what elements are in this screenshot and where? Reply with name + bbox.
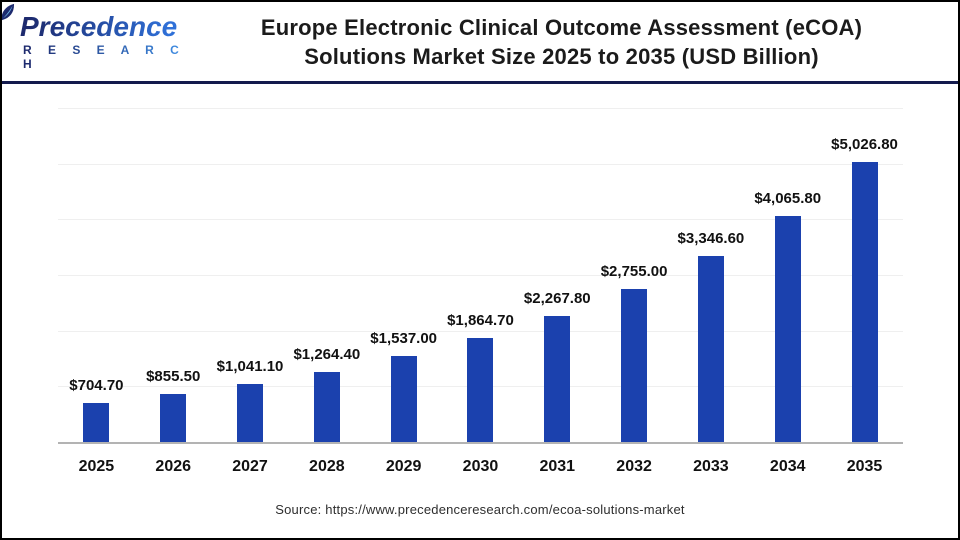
x-axis-label-2034: 2034 [769, 458, 806, 475]
bar-2026 [160, 394, 187, 442]
chart-title-line2: Solutions Market Size 2025 to 2035 (USD … [304, 43, 819, 69]
chart-title: Europe Electronic Clinical Outcome Asses… [187, 13, 958, 71]
bar-value-label: $855.50 [146, 368, 201, 386]
bar-2031 [544, 315, 571, 442]
gridline [58, 275, 903, 276]
bar-group-2033: $3,346.60 [673, 108, 750, 442]
bar-group-2025: $704.70 [58, 108, 135, 442]
bar-2035 [851, 162, 878, 442]
bar-2030 [467, 338, 494, 442]
logo-sub-text: R E S E A R C H [20, 43, 187, 71]
x-axis-label-2025: 2025 [78, 458, 115, 475]
x-axis-label-2030: 2030 [462, 458, 499, 475]
bar-group-2035: $5,026.80 [826, 108, 903, 442]
bar-value-label: $2,755.00 [600, 262, 668, 280]
header: Precedence R E S E A R C H Europe Electr… [2, 2, 958, 84]
x-axis-label-2032: 2032 [616, 458, 652, 475]
x-axis-label-2035: 2035 [846, 458, 883, 475]
x-axis-label-2029: 2029 [385, 458, 422, 475]
bar-group-2027: $1,041.10 [212, 108, 289, 442]
bar-value-label: $1,041.10 [216, 358, 284, 376]
bar-2033 [697, 255, 724, 442]
bar-group-2032: $2,755.00 [596, 108, 673, 442]
x-axis-label-2026: 2026 [155, 458, 192, 475]
bar-group-2031: $2,267.80 [519, 108, 596, 442]
bar-value-label: $3,346.60 [677, 229, 745, 247]
gridline [58, 108, 903, 109]
source-text: Source: https://www.precedenceresearch.c… [275, 502, 685, 517]
bar-chart: $704.70 $855.50 $1,041.10 $1,264.40 $1,537.0… [2, 84, 958, 538]
bar-group-2026: $855.50 [135, 108, 212, 442]
bar-value-label: $1,864.70 [447, 312, 514, 330]
logo-brand-text: Precedence [20, 11, 178, 42]
bar-value-label: $1,537.00 [370, 330, 438, 348]
chart-title-line1: Europe Electronic Clinical Outcome Asses… [260, 14, 863, 40]
bar-value-label: $5,026.80 [831, 136, 898, 154]
bar-2025 [83, 402, 110, 442]
bar-value-label: $704.70 [69, 376, 124, 394]
x-axis-label-2031: 2031 [539, 458, 576, 475]
gridline [58, 330, 903, 332]
x-axis-label-2028: 2028 [309, 458, 345, 475]
x-axis: 2025 2026 2027 2028 2029 2030 2031 2032 2033 2034… [58, 444, 903, 476]
bar-2027 [237, 384, 264, 442]
bar-group-2030: $1,864.70 [442, 108, 519, 442]
leaf-icon [2, 3, 15, 21]
bar-2029 [390, 356, 417, 442]
bar-group-2029: $1,537.00 [365, 108, 442, 442]
bar-2032 [621, 288, 648, 442]
x-axis-label-2033: 2033 [693, 458, 729, 475]
bar-value-label: $1,264.40 [293, 345, 361, 363]
gridline [58, 163, 903, 165]
bar-value-label: $4,065.80 [754, 189, 822, 207]
bar-2028 [313, 371, 340, 442]
plot-area: $704.70 $855.50 $1,041.10 $1,264.40 $1,537.0… [58, 108, 903, 444]
bar-group-2034: $4,065.80 [749, 108, 826, 442]
logo: Precedence R E S E A R C H [2, 3, 187, 71]
bars-container: $704.70 $855.50 $1,041.10 $1,264.40 $1,537.0… [58, 108, 903, 442]
bar-value-label: $2,267.80 [523, 289, 591, 307]
gridline [58, 219, 903, 221]
bar-group-2028: $1,264.40 [288, 108, 365, 442]
bar-2034 [774, 215, 801, 442]
x-axis-label-2027: 2027 [232, 458, 268, 475]
